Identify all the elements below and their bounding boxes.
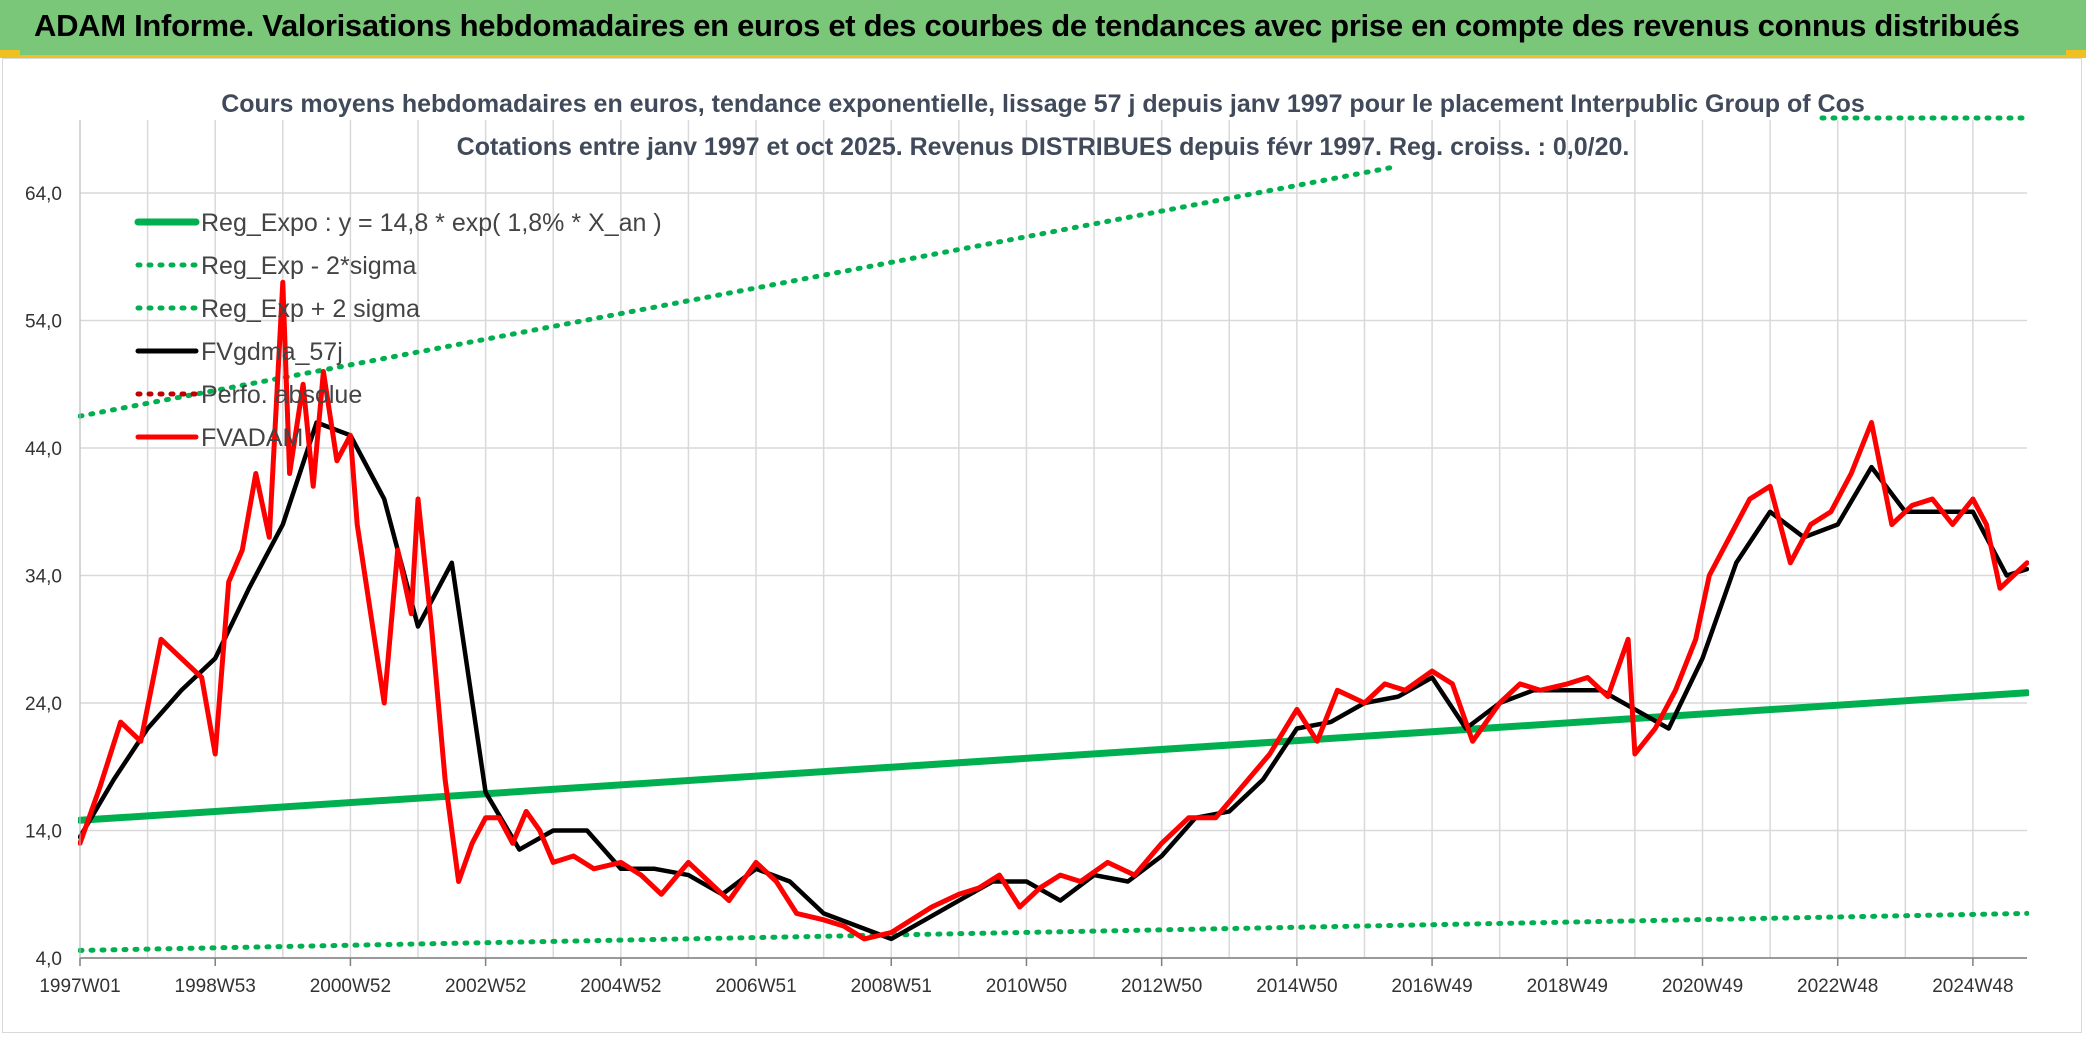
x-tick-label: 2006W51 (715, 976, 796, 997)
x-tick-label: 2002W52 (445, 976, 526, 997)
y-tick-label: 64,0 (25, 184, 62, 205)
y-tick-label: 4,0 (36, 949, 62, 970)
x-tick-label: 2018W49 (1527, 976, 1608, 997)
legend-label-0: Reg_Expo : y = 14,8 * exp( 1,8% * X_an ) (201, 209, 662, 237)
chart-subtitle: Cotations entre janv 1997 et oct 2025. R… (457, 133, 1630, 161)
page-title: ADAM Informe. Valorisations hebdomadaire… (34, 8, 2020, 43)
y-tick-label: 14,0 (25, 822, 62, 843)
x-tick-label: 2010W50 (986, 976, 1067, 997)
x-tick-label: 1997W01 (39, 976, 120, 997)
legend-label-2: Reg_Exp + 2 sigma (201, 295, 420, 323)
x-tick-label: 2004W52 (580, 976, 661, 997)
x-tick-label: 2016W49 (1391, 976, 1472, 997)
x-tick-label: 1998W53 (175, 976, 256, 997)
corner-marker-right (2066, 50, 2086, 58)
axes: 4,0 14,0 24,0 34,0 44,0 54,0 64,0 1997W01 1998W5… (25, 120, 2027, 997)
series-line-5 (78, 279, 2029, 942)
grid (79, 120, 2027, 959)
y-tick-label: 24,0 (25, 694, 62, 715)
y-tick-label: 44,0 (25, 439, 62, 460)
x-tick-label: 2022W48 (1797, 976, 1878, 997)
x-tick-label: 2012W50 (1121, 976, 1202, 997)
corner-marker-left (0, 50, 20, 58)
y-tick-label: 34,0 (25, 567, 62, 588)
x-tick-label: 2000W52 (310, 976, 391, 997)
legend-label-5: FVADAM (201, 424, 303, 452)
series-layer (78, 165, 2029, 953)
series-line-0 (78, 689, 2029, 824)
chart-title: Cours moyens hebdomadaires en euros, ten… (221, 90, 1865, 118)
x-tick-label: 2020W49 (1662, 976, 1743, 997)
header-banner: ADAM Informe. Valorisations hebdomadaire… (0, 0, 2086, 58)
legend-label-4: Perfo. absolue (201, 381, 362, 409)
legend: Reg_Expo : y = 14,8 * exp( 1,8% * X_an )… (134, 209, 662, 452)
series-line-2 (78, 165, 1394, 419)
x-tick-label: 2014W50 (1256, 976, 1337, 997)
x-tick-label: 2008W51 (851, 976, 932, 997)
x-tick-label: 2024W48 (1932, 976, 2013, 997)
legend-label-1: Reg_Exp - 2*sigma (201, 252, 416, 280)
series-line-3 (78, 420, 2029, 942)
series-line-1 (78, 910, 2029, 953)
legend-label-3: FVgdma_57j (201, 338, 343, 366)
y-tick-label: 54,0 (25, 312, 62, 333)
chart-frame (2, 58, 2082, 1033)
